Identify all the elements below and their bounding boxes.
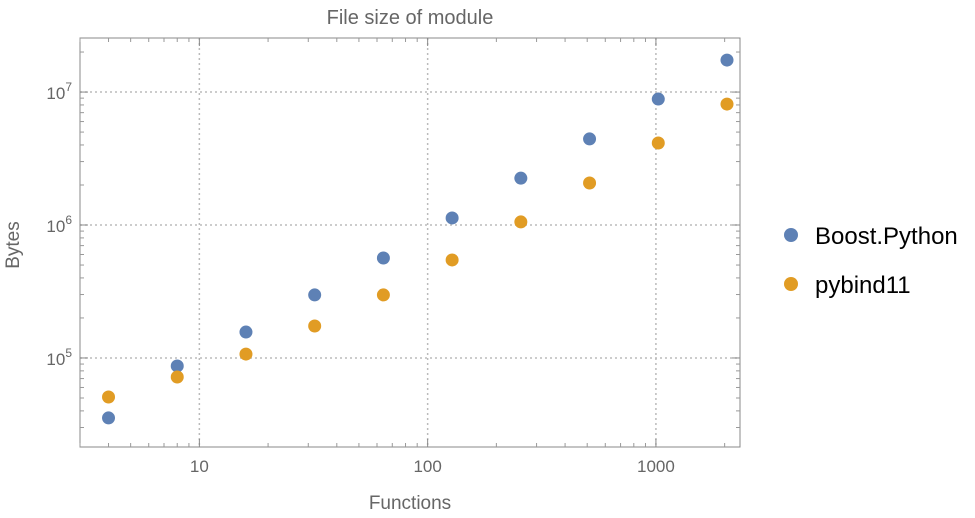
point-pybind11 xyxy=(239,347,253,361)
legend-label-pybind11: pybind11 xyxy=(815,272,911,299)
legend-marker-boost-python xyxy=(784,228,798,242)
x-axis-label: Functions xyxy=(369,493,451,513)
point-boost-python xyxy=(720,53,734,67)
point-boost-python xyxy=(308,288,322,302)
point-boost-python xyxy=(651,92,665,106)
legend-item-pybind11[interactable]: pybind11 xyxy=(784,272,911,299)
data-points xyxy=(102,53,734,425)
y-axis-label: Bytes xyxy=(3,221,24,269)
chart-title: File size of module xyxy=(327,7,494,29)
x-tick-label: 1000 xyxy=(637,457,675,476)
point-boost-python xyxy=(583,132,597,146)
point-boost-python xyxy=(170,359,184,373)
legend-marker-pybind11 xyxy=(784,277,798,291)
point-boost-python xyxy=(239,325,253,339)
y-tick-label: 105 xyxy=(46,346,72,369)
point-pybind11 xyxy=(720,97,734,111)
plot-frame xyxy=(79,37,741,448)
grid-lines xyxy=(80,38,740,447)
point-boost-python xyxy=(102,411,116,425)
point-pybind11 xyxy=(102,390,116,404)
axis-ticks: 10 100 1000 105 106 107 xyxy=(46,38,740,476)
point-pybind11 xyxy=(445,253,459,267)
point-pybind11 xyxy=(651,136,665,150)
y-tick-label: 106 xyxy=(46,213,72,236)
point-boost-python xyxy=(445,211,459,225)
point-pybind11 xyxy=(583,176,597,190)
point-pybind11 xyxy=(308,319,322,333)
legend-item-boost-python[interactable]: Boost.Python xyxy=(784,223,958,250)
x-tick-label: 10 xyxy=(190,457,209,476)
x-tick-label: 100 xyxy=(413,457,441,476)
point-boost-python xyxy=(514,171,528,185)
point-pybind11 xyxy=(514,215,528,229)
point-pybind11 xyxy=(170,370,184,384)
point-pybind11 xyxy=(376,288,390,302)
y-tick-label: 107 xyxy=(46,80,72,103)
legend: Boost.Python pybind11 xyxy=(784,223,958,299)
legend-label-boost-python: Boost.Python xyxy=(815,223,958,250)
point-boost-python xyxy=(376,251,390,265)
